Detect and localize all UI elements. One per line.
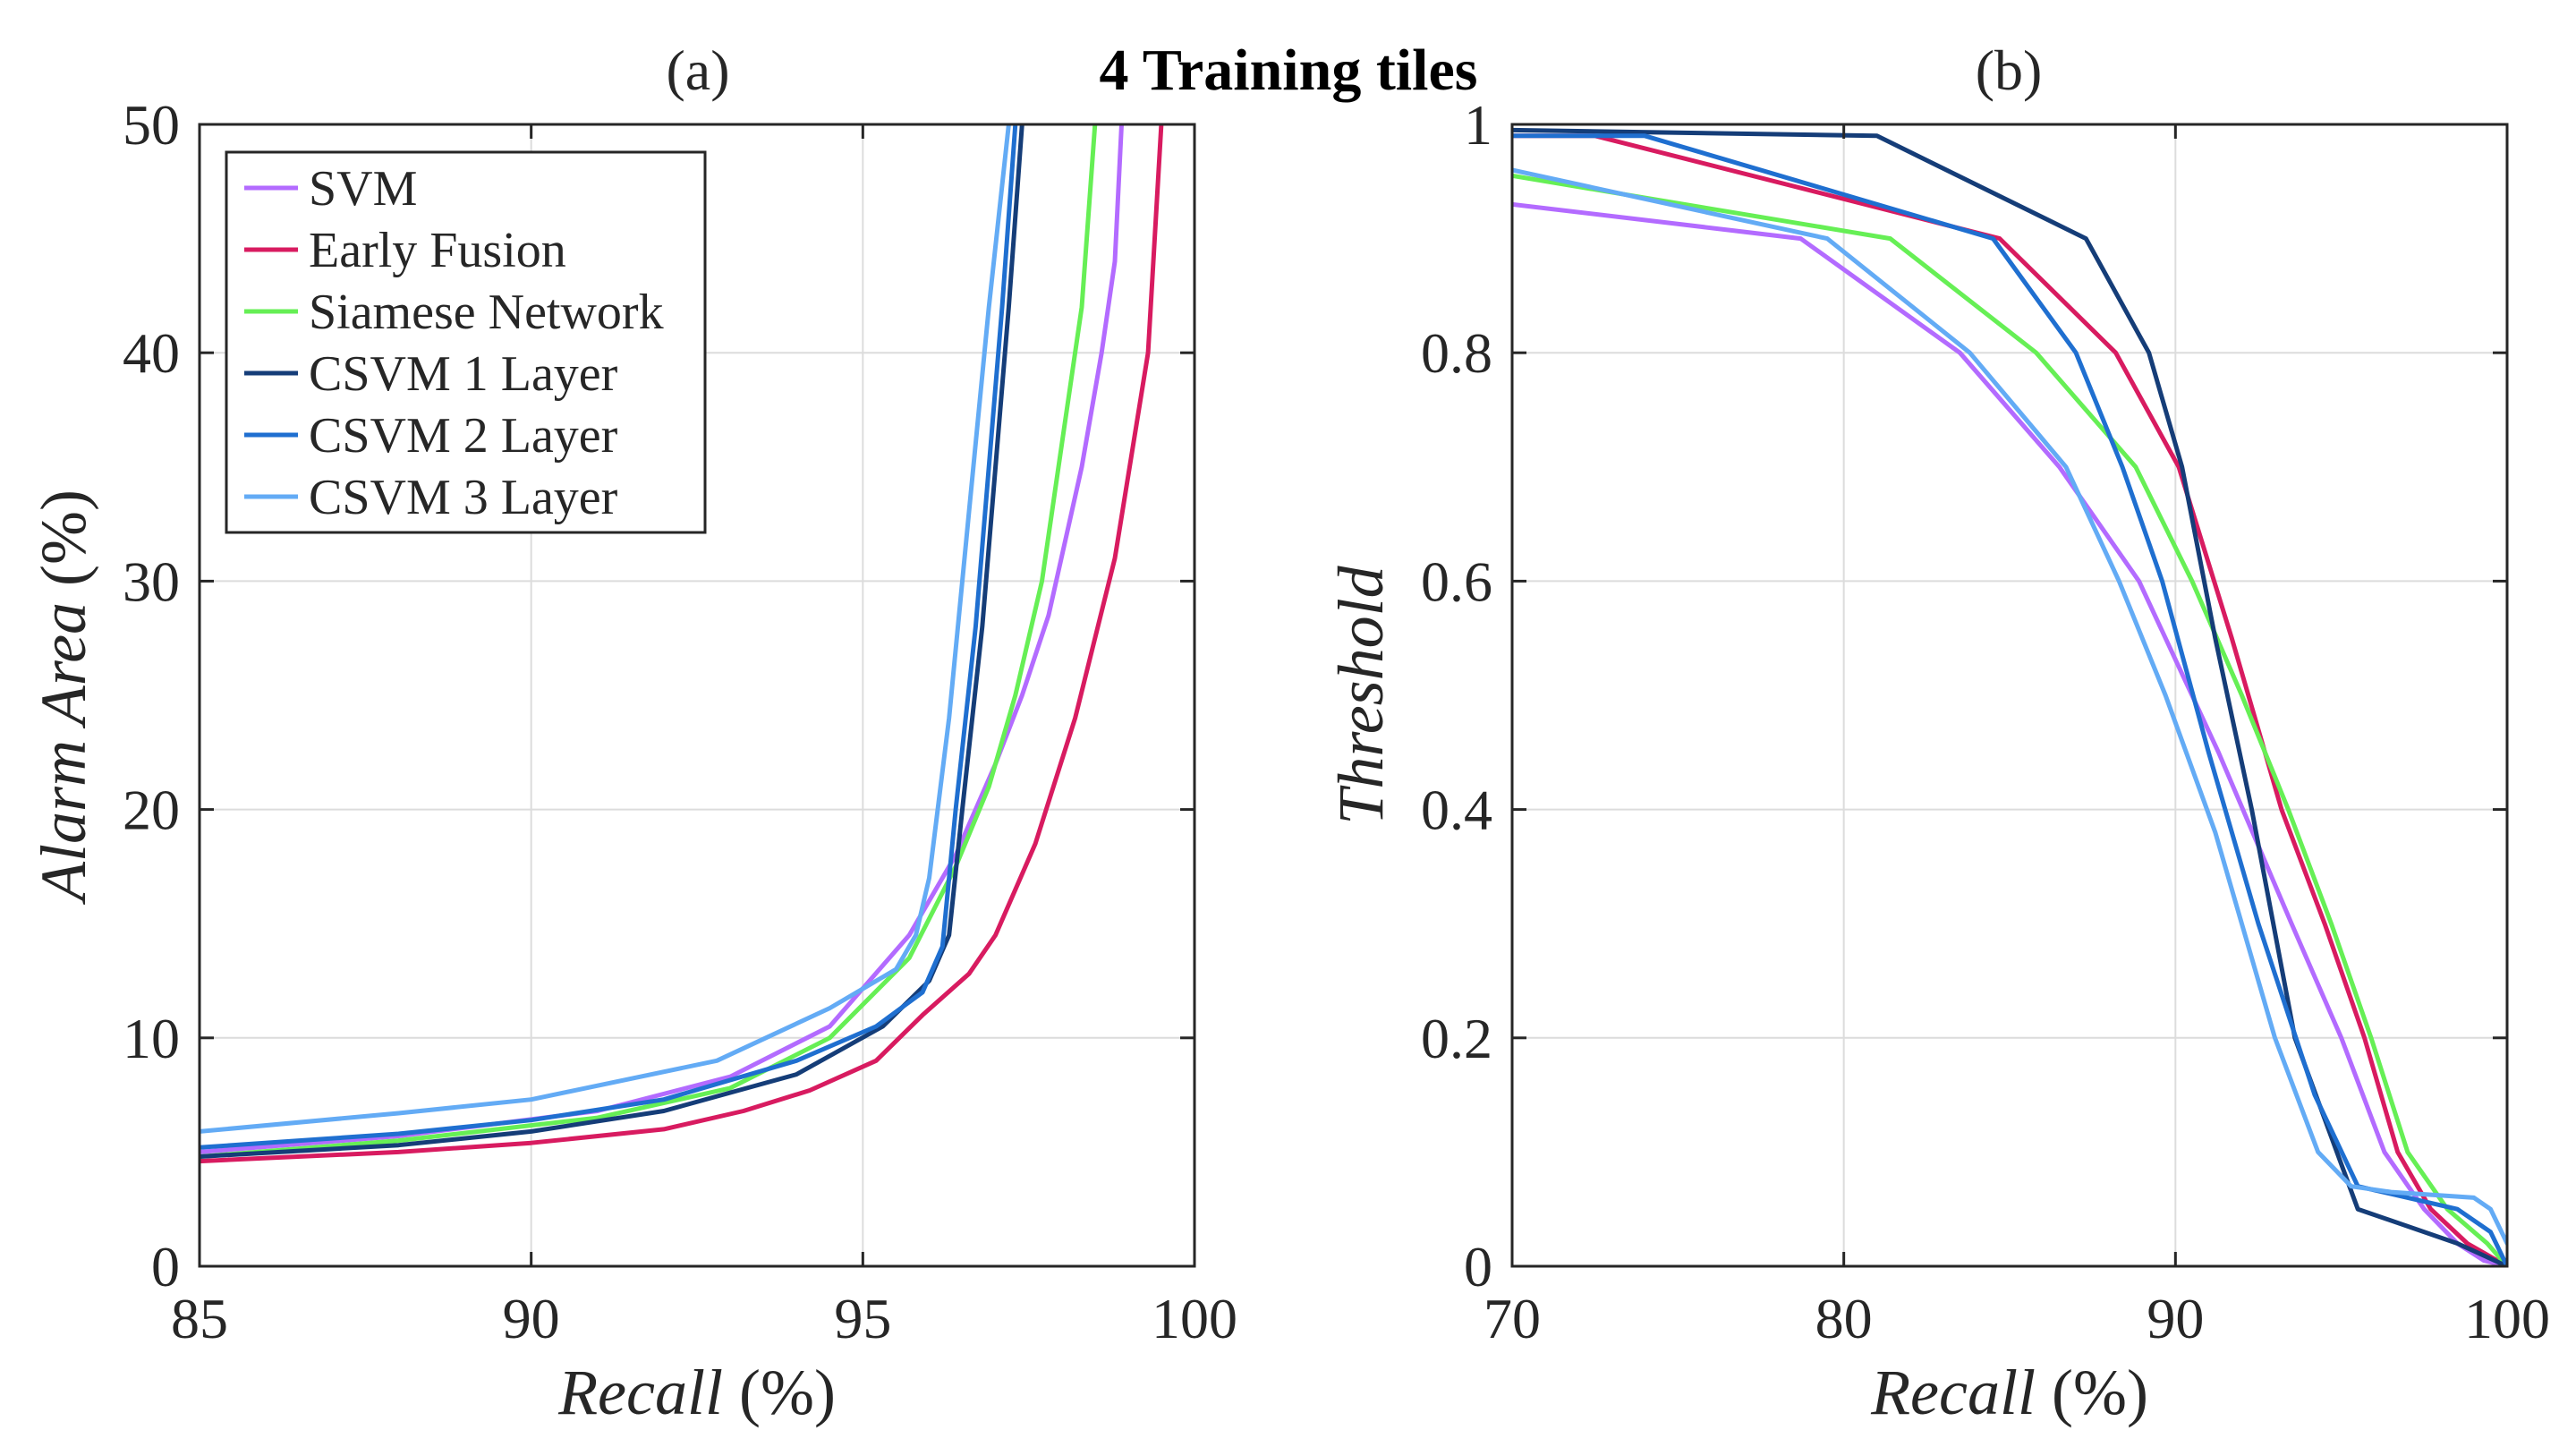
legend-label-csvm-3-layer: CSVM 3 Layer	[309, 470, 618, 525]
figure-suptitle: 4 Training tiles	[1100, 38, 1478, 103]
panel-b-series-svm	[1512, 201, 2507, 1266]
panel-a: (a) 85 90 95 100 0 10 20 30 40 50 Recall (%) Alar…	[28, 38, 1237, 1428]
panel-b-xtick-label: 90	[2147, 1287, 2204, 1350]
panel-a-frame	[198, 123, 1196, 1268]
legend-label-siamese-network: Siamese Network	[309, 285, 664, 340]
legend-label-early-fusion: Early Fusion	[309, 223, 566, 278]
panel-b-xlabel-text: Recall	[1870, 1357, 2036, 1428]
panel-b-ytick-label: 0	[1464, 1235, 1492, 1298]
panel-a-ytick-label: 0	[151, 1235, 180, 1298]
panel-b-xlabel: Recall (%)	[1870, 1357, 2148, 1428]
panel-b-xtick-label: 100	[2464, 1287, 2550, 1350]
panel-b-ytick-label: 0.2	[1421, 1007, 1492, 1070]
panel-b-series-csvm-3-layer	[1512, 167, 2507, 1246]
legend-label-csvm-1-layer: CSVM 1 Layer	[309, 346, 618, 402]
panel-b-series	[1512, 127, 2507, 1266]
panel-a-ticks: 85 90 95 100 0 10 20 30 40 50	[123, 93, 1237, 1350]
panel-b-ytick-label: 0.8	[1421, 321, 1492, 385]
panel-b-frame	[1510, 123, 2509, 1268]
panel-b-series-csvm-2-layer	[1512, 133, 2507, 1266]
panel-b-xtick-label: 70	[1484, 1287, 1541, 1350]
panel-b-grid	[1511, 123, 2508, 1267]
panel-b-title: (b)	[1976, 38, 2043, 102]
panel-a-series-early-fusion	[200, 124, 1164, 1164]
panel-b-ylabel: Threshold	[1325, 565, 1397, 824]
panel-a-xtick-label: 100	[1152, 1287, 1237, 1350]
panel-b-xlabel-unit: (%)	[2052, 1357, 2148, 1428]
panel-a-xtick-label: 95	[834, 1287, 891, 1350]
legend-box	[225, 150, 707, 534]
panel-b-series-csvm-1-layer	[1512, 127, 2507, 1266]
panel-a-ytick-label: 20	[123, 779, 180, 842]
panel-a-xtick-label: 90	[503, 1287, 560, 1350]
panel-b-ytick-label: 1	[1464, 93, 1492, 157]
panel-a-ytick-label: 30	[123, 549, 180, 613]
panel-a-xlabel-unit: (%)	[739, 1357, 836, 1428]
panel-b-ticks: 70 80 90 100 0 0.2 0.4 0.6 0.8 1	[1421, 93, 2550, 1350]
panel-a-series-csvm-3-layer	[200, 124, 1011, 1134]
panel-a-ylabel-unit: (%)	[28, 489, 99, 586]
panel-a-xlabel-text: Recall	[557, 1357, 723, 1428]
panel-b: (b) 70 80 90 100 0 0.2 0.4 0.6 0.8 1 Recall (%) T…	[1325, 38, 2550, 1428]
legend-label-svm: SVM	[309, 161, 417, 217]
legend-label-csvm-2-layer: CSVM 2 Layer	[309, 408, 618, 464]
panel-a-ytick-label: 40	[123, 321, 180, 385]
panel-a-ylabel-text: Alarm Area	[28, 602, 99, 905]
panel-b-series-early-fusion	[1512, 133, 2507, 1266]
panel-a-ylabel: Alarm Area (%)	[28, 489, 99, 905]
panel-a-series-csvm-2-layer	[200, 124, 1018, 1150]
panel-a-xtick-label: 85	[171, 1287, 228, 1350]
panel-a-ytick-label: 10	[123, 1007, 180, 1070]
panel-b-series-siamese-network	[1512, 173, 2507, 1266]
legend: SVM Early Fusion Siamese Network CSVM 1 Lay…	[225, 150, 707, 534]
panel-b-ytick-label: 0.4	[1421, 779, 1492, 842]
panel-a-ytick-label: 50	[123, 93, 180, 157]
panel-a-title: (a)	[666, 38, 729, 102]
panel-a-xlabel: Recall (%)	[557, 1357, 836, 1428]
panel-b-ytick-label: 0.6	[1421, 549, 1492, 613]
panel-b-xtick-label: 80	[1815, 1287, 1873, 1350]
panel-a-series	[200, 124, 1164, 1164]
